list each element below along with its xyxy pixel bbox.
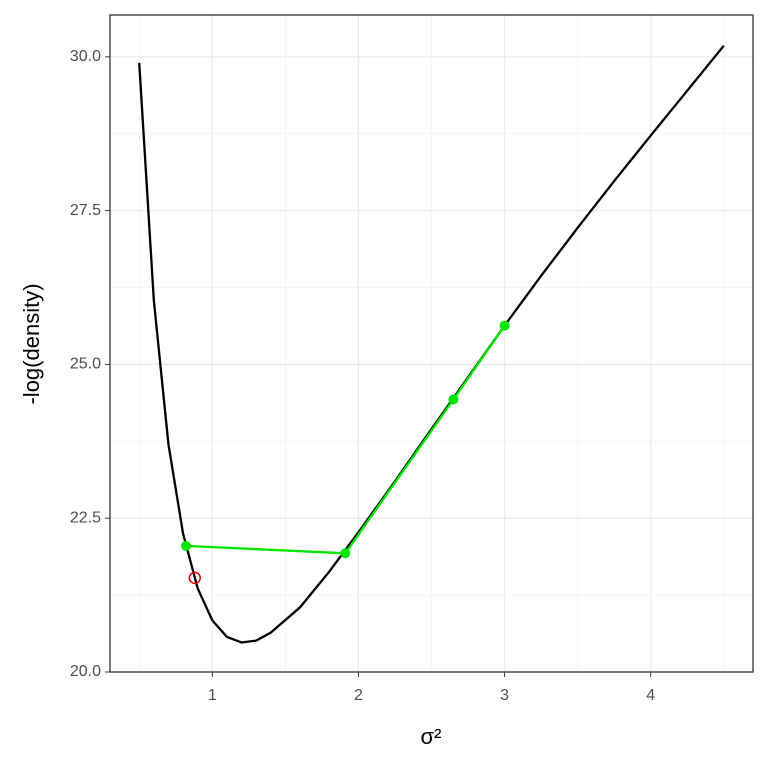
point — [180, 540, 191, 551]
x-tick-label: 2 — [354, 687, 363, 704]
point — [188, 571, 202, 585]
y-axis-title: -log(density) — [19, 283, 44, 404]
x-axis-title: σ² — [421, 724, 442, 749]
point — [499, 320, 510, 331]
y-tick-label: 30.0 — [70, 48, 101, 65]
x-tick-label: 3 — [500, 687, 509, 704]
point — [340, 548, 351, 559]
x-tick-label: 4 — [646, 687, 655, 704]
line — [138, 45, 725, 644]
y-tick-label: 27.5 — [70, 202, 101, 219]
line — [185, 325, 506, 555]
plot-border — [109, 14, 754, 673]
y-tick-label: 20.0 — [70, 663, 101, 680]
y-tick-label: 22.5 — [70, 509, 101, 526]
point — [448, 394, 459, 405]
y-tick-label: 25.0 — [70, 356, 101, 373]
x-tick-label: 1 — [208, 687, 217, 704]
